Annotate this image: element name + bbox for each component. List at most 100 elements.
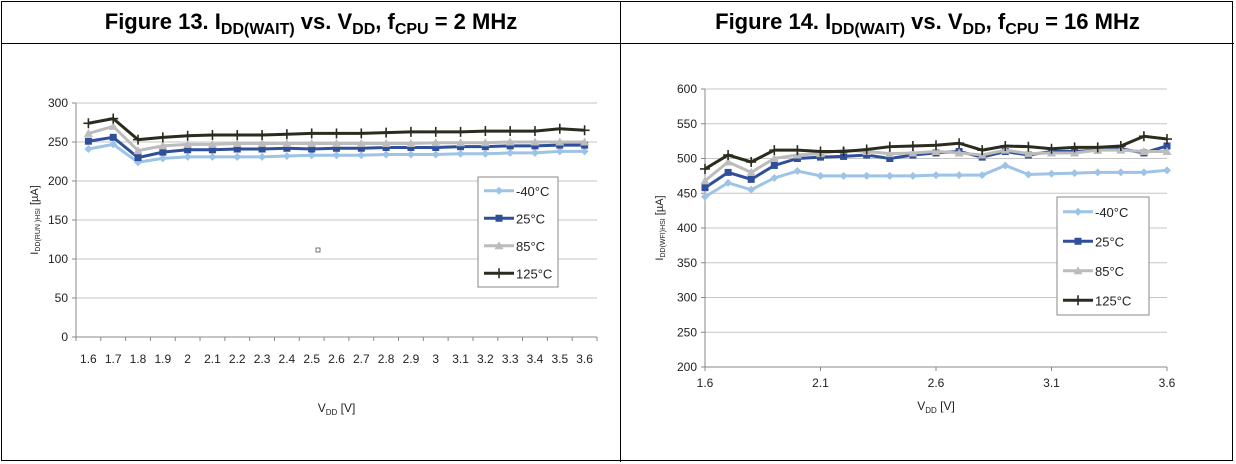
legend-marker xyxy=(1073,295,1083,306)
data-point--40C xyxy=(456,149,465,158)
axis-title-unit: [µA] xyxy=(654,195,666,218)
data-point-85C xyxy=(700,176,710,185)
axis-title-main: V xyxy=(318,401,326,415)
legend-marker xyxy=(1074,207,1082,216)
title-sub: CPU xyxy=(1005,21,1039,38)
data-point--40C xyxy=(978,171,987,180)
data-point-125C xyxy=(554,123,565,134)
x-tick-label: 3.1 xyxy=(452,352,469,366)
data-point--40C xyxy=(555,147,564,156)
data-point-125C xyxy=(1138,131,1149,142)
legend-marker xyxy=(495,186,503,195)
data-point-25C xyxy=(333,144,340,152)
y-tick-label: 50 xyxy=(55,291,69,305)
data-point-125C xyxy=(1069,142,1080,153)
data-point-25C xyxy=(506,142,514,150)
data-point-125C xyxy=(769,145,780,156)
x-tick-label: 2.1 xyxy=(812,376,829,390)
data-point-85C xyxy=(505,137,515,146)
legend-label: 85°C xyxy=(516,239,545,254)
data-point-85C xyxy=(431,138,441,147)
legend-marker xyxy=(1073,266,1083,275)
data-point-85C xyxy=(456,138,466,147)
x-tick-label: 3.6 xyxy=(576,352,593,366)
data-point-85C xyxy=(769,154,779,162)
data-point--40C xyxy=(282,152,291,161)
data-point--40C xyxy=(84,145,93,154)
data-point--40C xyxy=(258,152,267,161)
x-tick-label: 2.7 xyxy=(353,352,370,366)
data-point-125C xyxy=(83,118,94,129)
data-point--40C xyxy=(158,154,167,163)
data-point-25C xyxy=(382,143,390,151)
data-point-125C xyxy=(1023,141,1034,152)
data-point-85C xyxy=(207,139,217,148)
x-axis-title: VDD [V] xyxy=(917,399,955,415)
chart-figure-14: 200 250 300 350 400 450 500 550 600 1.6 2.1 2.6 3.1 3… xyxy=(654,82,1176,415)
data-point-85C xyxy=(108,121,118,130)
axis-title-unit: [V] xyxy=(337,401,355,415)
legend-marker xyxy=(1074,237,1082,245)
data-point-85C xyxy=(1023,149,1033,158)
data-point-85C xyxy=(83,128,93,137)
axis-title-main: I xyxy=(654,258,666,261)
data-point-25C xyxy=(283,144,291,152)
data-point-125C xyxy=(1115,140,1126,151)
data-point-85C xyxy=(723,157,733,166)
data-point-85C xyxy=(480,138,490,147)
x-tick-label: 1.7 xyxy=(105,352,122,366)
data-point-125C xyxy=(207,129,218,140)
legend-box xyxy=(477,176,559,288)
axis-title-unit: [µA] xyxy=(29,185,41,208)
data-point-125C xyxy=(1046,143,1057,154)
legend-label: 25°C xyxy=(1095,234,1124,249)
data-point--40C xyxy=(955,171,964,180)
legend-marker xyxy=(494,241,504,250)
x-tick-label: 2.5 xyxy=(303,352,320,366)
column-divider xyxy=(620,2,621,462)
data-point-25C xyxy=(159,148,167,156)
data-point--40C xyxy=(580,147,589,156)
data-point--40C xyxy=(109,140,118,149)
data-point-125C xyxy=(700,163,710,174)
data-point-125C xyxy=(954,138,965,149)
data-point-125C xyxy=(579,125,590,136)
title-text: Figure 14. I xyxy=(715,9,832,34)
legend-box xyxy=(1056,196,1150,316)
data-point-125C xyxy=(257,129,268,140)
data-point--40C xyxy=(701,192,709,201)
data-point-25C xyxy=(457,143,465,151)
data-point-25C xyxy=(109,133,117,141)
data-point-25C xyxy=(134,154,142,162)
axis-title-sub: DD xyxy=(326,408,338,417)
data-point--40C xyxy=(908,171,917,180)
title-text: vs. V xyxy=(905,9,963,34)
data-point--40C xyxy=(431,150,440,159)
data-point-85C xyxy=(954,148,964,157)
y-tick-label: 450 xyxy=(677,186,697,200)
data-point-85C xyxy=(908,148,918,157)
x-axis-title: VDD [V] xyxy=(318,401,356,417)
x-tick-label: 2.6 xyxy=(928,376,945,390)
legend-marker xyxy=(494,268,504,279)
x-tick-label: 2.6 xyxy=(328,352,345,366)
data-point--40C xyxy=(1047,169,1056,178)
data-point-25C xyxy=(886,155,894,162)
figure-13-title: Figure 13. IDD(WAIT) vs. VDD, fCPU = 2 M… xyxy=(2,2,620,43)
data-point-125C xyxy=(861,144,872,155)
data-point--40C xyxy=(506,148,515,157)
data-point-125C xyxy=(405,126,416,137)
data-point-85C xyxy=(931,147,941,156)
data-point--40C xyxy=(747,185,756,194)
data-point-25C xyxy=(701,184,709,192)
chart-figure-13: 0 50 100 150 200 250 300 1.6 1.7 1.8 1.9 2 2.1 2.2 2.3… xyxy=(29,96,598,417)
legend-label: 25°C xyxy=(516,211,545,226)
axis-title-main: V xyxy=(917,399,925,413)
data-point-125C xyxy=(505,126,516,137)
data-point-125C xyxy=(281,129,292,140)
data-point-25C xyxy=(407,143,415,151)
y-tick-label: 550 xyxy=(677,117,697,131)
data-point--40C xyxy=(1116,168,1125,177)
data-point-85C xyxy=(1139,147,1149,156)
